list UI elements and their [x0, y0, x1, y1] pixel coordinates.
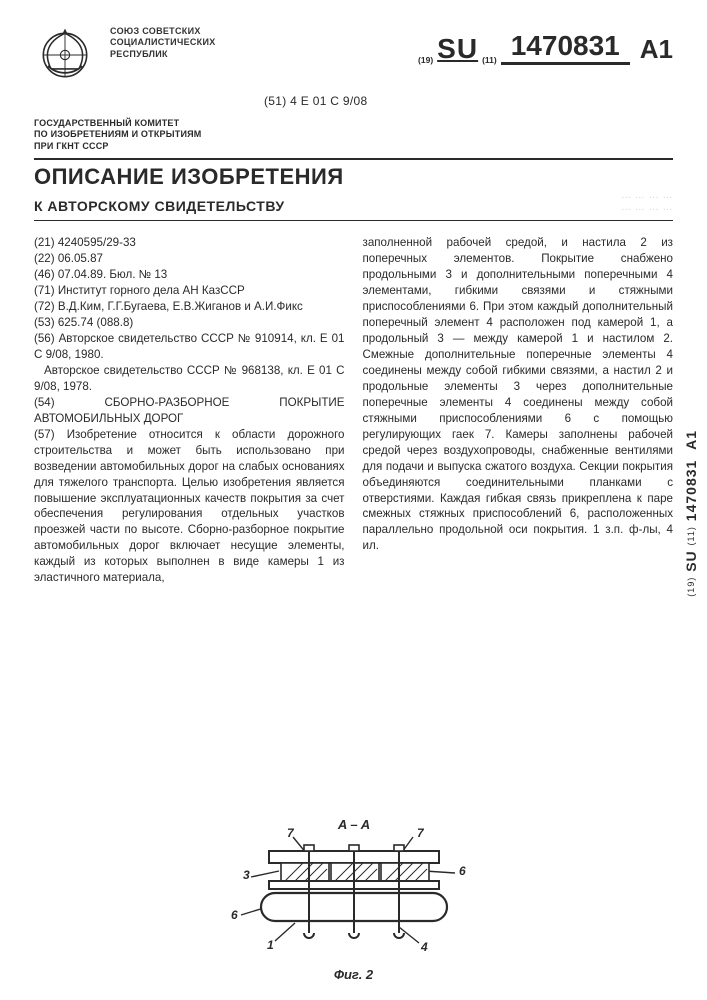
abstract-right: заполненной рабочей средой, и настила 2 … — [363, 235, 674, 555]
doc-number-block: (19) SU (11) 1470831 A1 — [418, 30, 673, 65]
label-4: 4 — [420, 940, 428, 954]
field-53: (53) 625.74 (088.8) — [34, 315, 345, 331]
rule-heavy — [34, 158, 673, 160]
label-3: 3 — [243, 868, 250, 882]
kind-code: A1 — [640, 34, 673, 65]
doc-title: ОПИСАНИЕ ИЗОБРЕТЕНИЯ — [34, 164, 673, 190]
field-22: (22) 06.05.87 — [34, 251, 345, 267]
left-column: (21) 4240595/29-33 (22) 06.05.87 (46) 07… — [34, 235, 345, 587]
num-prefix: (11) — [482, 55, 497, 65]
field-56a: (56) Авторское свидетельство СССР № 9109… — [34, 331, 345, 363]
label-6b: 6 — [231, 908, 238, 922]
side-doc-code: (19) SU (11) 1470831 A1 — [683, 430, 699, 597]
publisher-name: СОЮЗ СОВЕТСКИХ СОЦИАЛИСТИЧЕСКИХ РЕСПУБЛИ… — [110, 26, 216, 60]
doc-number: 1470831 — [501, 30, 630, 65]
rule-thin — [34, 220, 673, 221]
issuing-org: ГОСУДАРСТВЕННЫЙ КОМИТЕТ ПО ИЗОБРЕТЕНИЯМ … — [34, 118, 673, 152]
state-emblem — [34, 24, 96, 86]
library-stamp: … … … … … … … … — [621, 190, 673, 214]
label-1: 1 — [267, 938, 274, 952]
cc-prefix: (19) — [418, 55, 433, 65]
abstract-left: (57) Изобретение относится к области дор… — [34, 427, 345, 587]
ipc-class: (51) 4 E 01 C 9/08 — [264, 94, 673, 108]
figure-drawing: A – A — [209, 815, 499, 965]
field-56b: Авторское свидетельство СССР № 968138, к… — [34, 363, 345, 395]
section-label: A – A — [336, 817, 369, 832]
field-54: (54) СБОРНО-РАЗБОРНОЕ ПОКРЫТИЕ АВТОМОБИЛ… — [34, 395, 345, 427]
label-7r: 7 — [417, 826, 425, 840]
field-72: (72) В.Д.Ким, Г.Г.Бугаева, Е.В.Жиганов и… — [34, 299, 345, 315]
field-21: (21) 4240595/29-33 — [34, 235, 345, 251]
country-code: SU — [437, 33, 478, 65]
doc-subtitle: К АВТОРСКОМУ СВИДЕТЕЛЬСТВУ — [34, 198, 285, 214]
label-6: 6 — [459, 864, 466, 878]
right-column: заполненной рабочей средой, и настила 2 … — [363, 235, 674, 587]
field-71: (71) Институт горного дела АН КазССР — [34, 283, 345, 299]
field-46: (46) 07.04.89. Бюл. № 13 — [34, 267, 345, 283]
figure-caption: Фиг. 2 — [209, 967, 499, 982]
